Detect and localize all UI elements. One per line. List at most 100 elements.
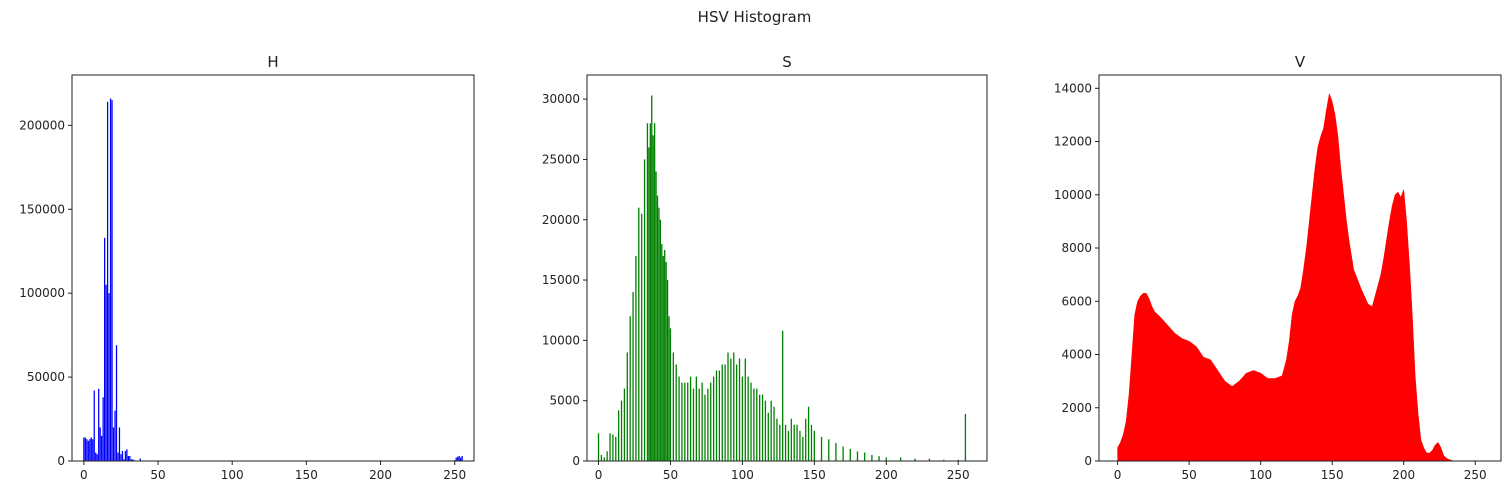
panel-1-y-tick-label: 150000: [19, 202, 65, 216]
panel-2-bar: [653, 123, 656, 461]
panel-2-bar: [735, 364, 738, 461]
panel-2-bar: [669, 328, 672, 461]
panel-3-x-tick-label: 200: [1392, 468, 1415, 482]
panel-2-bar: [665, 261, 667, 461]
panel-2-bar: [770, 400, 772, 461]
panel-1-bar: [126, 449, 128, 461]
panel-1-bar: [112, 427, 115, 461]
panel-2-bar: [773, 406, 775, 461]
panel-2-bar: [678, 376, 680, 461]
panel-2-bar: [710, 382, 712, 461]
panel-1-bar: [106, 101, 109, 461]
panel-2-bar: [807, 406, 810, 461]
panel-2-y-tick-label: 0: [572, 454, 580, 468]
panel-3-y-tick-label: 14000: [1054, 81, 1092, 95]
panel-1-bar: [460, 457, 462, 461]
panel-3-x-tick-label: 250: [1464, 468, 1487, 482]
panel-2-bar: [784, 424, 787, 461]
panel-2-bar: [787, 430, 790, 461]
panel-2-bar: [820, 436, 823, 461]
panel-2-bar: [727, 352, 729, 461]
panel-2-bar: [849, 448, 851, 461]
panel-1-bar: [118, 427, 121, 461]
panel-2-title: S: [782, 53, 792, 71]
panel-1-bar: [457, 456, 459, 461]
panel-2-bar: [835, 442, 837, 461]
panel-1-y-tick-label: 100000: [19, 286, 65, 300]
panel-1-bar: [109, 98, 112, 461]
panel-2-bar: [652, 135, 654, 461]
panel-2-bar: [776, 418, 778, 461]
panel-2-bar: [759, 394, 761, 461]
panel-2-bar: [609, 433, 611, 461]
panel-1-bar: [115, 345, 118, 461]
panel-2-bar: [871, 454, 873, 461]
panel-2-bar: [704, 394, 706, 461]
panel-2-bar: [730, 358, 732, 461]
panel-2-bar: [856, 451, 859, 461]
panel-2-bar: [799, 430, 801, 461]
panel-2-bar: [629, 316, 631, 461]
panel-2-bar: [900, 457, 902, 461]
panel-1-axes-frame: [71, 74, 475, 462]
panel-1-bar: [101, 435, 103, 461]
panel-1-bar: [121, 450, 124, 461]
panel-2-bar: [656, 195, 659, 461]
panel-3-x-tick-label: 150: [1321, 468, 1344, 482]
panel-2-bar: [689, 376, 692, 461]
panel-1-bar: [105, 284, 107, 461]
panel-1-bar: [89, 439, 91, 461]
panel-1-bar: [96, 454, 98, 461]
panel-2-x-tick-label: 200: [875, 468, 898, 482]
panel-1-bar: [461, 455, 463, 461]
panel-2-bar: [623, 388, 626, 461]
panel-3-title: V: [1295, 53, 1306, 71]
panel-3-axes-frame: [1098, 74, 1502, 462]
panel-2-bar: [649, 123, 651, 461]
panel-1-bar: [90, 437, 92, 461]
panel-2-bar: [744, 358, 746, 461]
panel-2-bar: [618, 410, 620, 461]
panel-1-y-tick-label: 0: [57, 454, 65, 468]
panel-2-bar: [687, 382, 689, 461]
panel-1-bar: [108, 293, 110, 461]
panel-2-bar: [597, 433, 600, 461]
panel-2-bar: [651, 95, 653, 461]
panel-3-x-tick-label: 0: [1114, 468, 1122, 482]
panel-1-bar: [83, 437, 85, 461]
panel-2-bar: [620, 400, 623, 461]
panel-1-bar: [114, 410, 116, 461]
panel-2-bar: [635, 255, 637, 461]
panel-2-bar: [782, 330, 784, 461]
panel-1-bar: [84, 437, 86, 461]
panel-2-bar: [655, 171, 657, 461]
panel-2-bar: [747, 376, 749, 461]
panel-2-y-tick-label: 20000: [542, 213, 580, 227]
panel-2-bar: [701, 382, 703, 461]
panel-3-x-tick-label: 100: [1249, 468, 1272, 482]
panel-2-bar: [741, 376, 744, 461]
panel-1-bar: [455, 457, 457, 461]
panel-2-y-tick-label: 15000: [542, 273, 580, 287]
panel-1-y-tick-label: 50000: [27, 370, 65, 384]
panel-1-bar: [95, 452, 97, 461]
panel-2-bar: [767, 412, 769, 461]
figure-suptitle: HSV Histogram: [697, 8, 812, 26]
panel-1-bar: [124, 450, 127, 461]
panel-1-bar: [111, 100, 113, 461]
panel-1-bar: [120, 454, 122, 461]
panel-1-bar: [117, 452, 119, 461]
panel-2-bar: [648, 147, 650, 461]
panel-2-bar: [707, 388, 709, 461]
panel-1-bar: [458, 455, 460, 461]
panel-2-bar: [641, 213, 643, 461]
panel-2-x-tick-label: 50: [663, 468, 678, 482]
panel-1-bar: [86, 439, 88, 461]
panel-2-bar: [928, 458, 931, 461]
panel-2-bar: [658, 207, 660, 461]
panel-2-bar: [802, 436, 804, 461]
panel-2-bar: [715, 370, 718, 461]
panel-1-bar: [139, 458, 141, 461]
panel-1-bar: [127, 455, 129, 461]
